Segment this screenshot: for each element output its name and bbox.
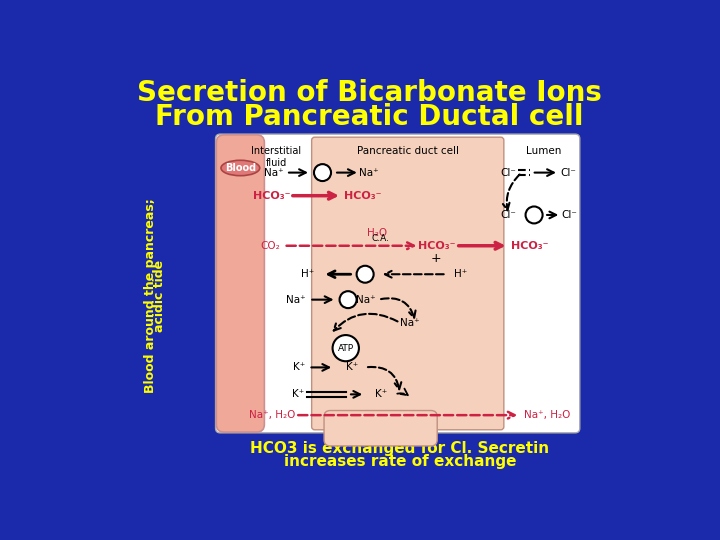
Text: Blood: Blood: [225, 163, 256, 173]
Text: K⁺: K⁺: [292, 389, 304, 400]
FancyBboxPatch shape: [216, 135, 264, 432]
Text: +: +: [431, 252, 442, 265]
Text: K⁺: K⁺: [293, 362, 305, 373]
Text: Na⁺, H₂O: Na⁺, H₂O: [249, 410, 295, 420]
Text: K⁺: K⁺: [374, 389, 387, 400]
Text: CO₂: CO₂: [260, 241, 279, 251]
Text: Na⁺: Na⁺: [286, 295, 305, 305]
Text: Na⁺: Na⁺: [264, 167, 284, 178]
Circle shape: [340, 291, 356, 308]
Text: Lumen: Lumen: [526, 146, 561, 157]
Text: HCO₃⁻: HCO₃⁻: [418, 241, 455, 251]
Text: From Pancreatic Ductal cell: From Pancreatic Ductal cell: [155, 103, 583, 131]
Text: HCO₃⁻: HCO₃⁻: [510, 241, 548, 251]
FancyBboxPatch shape: [215, 134, 580, 433]
Text: Na⁺: Na⁺: [400, 318, 420, 328]
Circle shape: [333, 335, 359, 361]
Text: Interstitial
fluid: Interstitial fluid: [251, 146, 301, 168]
FancyBboxPatch shape: [312, 137, 504, 430]
Text: Secretion of Bicarbonate Ions: Secretion of Bicarbonate Ions: [137, 79, 601, 107]
Circle shape: [314, 164, 331, 181]
Text: Na⁺, H₂O: Na⁺, H₂O: [524, 410, 570, 420]
Text: acidic tide: acidic tide: [153, 260, 166, 332]
Text: Na⁺: Na⁺: [359, 167, 379, 178]
Text: H⁺: H⁺: [302, 269, 315, 279]
Text: Cl⁻: Cl⁻: [500, 167, 516, 178]
Text: HCO₃⁻: HCO₃⁻: [253, 191, 290, 201]
Text: HCO₃⁻: HCO₃⁻: [344, 191, 382, 201]
Circle shape: [356, 266, 374, 283]
Text: HCO3 is exchanged for Cl. Secretin: HCO3 is exchanged for Cl. Secretin: [251, 441, 549, 456]
Text: Cl⁻: Cl⁻: [560, 167, 576, 178]
FancyBboxPatch shape: [324, 410, 437, 446]
Ellipse shape: [221, 160, 260, 176]
Text: Na⁺: Na⁺: [356, 295, 376, 305]
Text: H⁺: H⁺: [454, 269, 467, 279]
Text: ATP: ATP: [338, 343, 354, 353]
Text: Cl⁻: Cl⁻: [500, 210, 516, 220]
Text: K⁺: K⁺: [346, 362, 358, 373]
Text: increases rate of exchange: increases rate of exchange: [284, 455, 516, 469]
Circle shape: [526, 206, 543, 224]
Text: H₂O: H₂O: [366, 228, 387, 238]
Text: Cl⁻: Cl⁻: [561, 210, 577, 220]
Text: Blood around the pancreas;: Blood around the pancreas;: [144, 198, 157, 393]
Text: Pancreatic duct cell: Pancreatic duct cell: [356, 146, 459, 157]
Text: C.A.: C.A.: [372, 233, 390, 242]
